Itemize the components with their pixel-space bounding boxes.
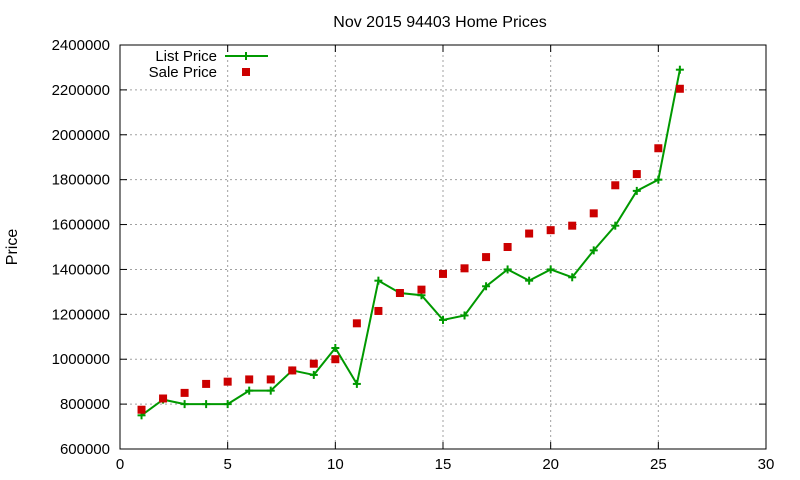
sale-price-point xyxy=(675,84,684,93)
series-layer xyxy=(137,65,684,420)
list-price-point xyxy=(589,246,598,255)
sale-price-point xyxy=(266,375,275,384)
sale-price-point xyxy=(439,269,447,278)
sale-price-point xyxy=(223,377,232,386)
list-price-point xyxy=(352,379,361,388)
x-tick-label: 0 xyxy=(116,456,124,473)
list-price-point xyxy=(331,344,340,352)
legend-label: List Price xyxy=(155,48,217,65)
grid xyxy=(120,45,766,449)
sale-price-point xyxy=(245,375,254,384)
list-price-point xyxy=(568,273,577,282)
sale-price-point xyxy=(202,379,211,388)
y-tick-label: 2000000 xyxy=(52,127,110,144)
sale-price-point xyxy=(309,359,318,368)
sale-price-point xyxy=(460,264,469,273)
list-price-point xyxy=(503,265,512,274)
sale-price-point xyxy=(632,170,641,179)
sale-price-point xyxy=(482,253,491,262)
y-tick-label: 2200000 xyxy=(52,82,110,99)
x-tick-label: 15 xyxy=(435,456,452,473)
y-tick-label: 1800000 xyxy=(52,172,110,189)
sale-price-point xyxy=(525,229,534,238)
y-tick-label: 1000000 xyxy=(52,351,110,368)
sale-price-point xyxy=(568,221,577,230)
x-tick-label: 25 xyxy=(650,456,667,473)
sale-price-point xyxy=(374,306,383,315)
sale-price-point xyxy=(288,366,297,375)
list-price-point xyxy=(309,370,318,379)
y-tick-label: 600000 xyxy=(60,441,110,458)
axis-ticks: 0 5 10 15 20 25 30 600000 800000 1000000 1200000 14… xyxy=(52,37,775,473)
list-price-point xyxy=(460,311,469,320)
sale-price-point xyxy=(417,285,426,294)
y-axis-label: Price xyxy=(4,229,21,266)
list-price-point xyxy=(439,315,447,324)
sale-price-point xyxy=(137,405,146,414)
chart-title: Nov 2015 94403 Home Prices xyxy=(333,14,546,31)
list-price-point xyxy=(374,276,383,285)
list-price-line xyxy=(140,69,681,417)
y-tick-label: 1400000 xyxy=(52,261,110,278)
x-tick-label: 30 xyxy=(758,456,775,473)
y-tick-label: 1200000 xyxy=(52,306,110,323)
list-price-point xyxy=(482,282,491,291)
sale-price-point xyxy=(395,289,404,298)
list-price-point xyxy=(180,400,189,409)
sale-price-point xyxy=(654,144,663,153)
sale-price-point xyxy=(611,181,620,190)
sale-price-point xyxy=(159,394,168,403)
legend-label: Sale Price xyxy=(149,64,217,81)
sale-price-point xyxy=(546,226,555,235)
list-price-point xyxy=(546,265,555,274)
legend-swatch-marker xyxy=(242,52,250,60)
list-price-point xyxy=(245,386,254,395)
sale-price-point xyxy=(352,319,361,328)
y-tick-label: 1600000 xyxy=(52,217,110,234)
sale-price-point xyxy=(589,209,598,218)
list-price-point xyxy=(611,221,620,230)
sale-price-point xyxy=(331,355,340,364)
y-tick-label: 2400000 xyxy=(52,37,110,54)
y-tick-label: 800000 xyxy=(60,396,110,413)
list-price-point xyxy=(632,186,641,195)
sale-price-point xyxy=(503,243,512,251)
list-price-point xyxy=(202,400,211,409)
list-price-point xyxy=(654,175,663,184)
list-price-point xyxy=(266,386,275,395)
list-price-point xyxy=(525,276,534,285)
list-price-point xyxy=(223,400,232,409)
x-tick-label: 10 xyxy=(327,456,344,473)
x-tick-label: 20 xyxy=(542,456,559,473)
legend-swatch-marker xyxy=(242,68,250,76)
sale-price-point xyxy=(180,388,189,397)
list-price-point xyxy=(675,65,684,74)
x-tick-label: 5 xyxy=(223,456,231,473)
